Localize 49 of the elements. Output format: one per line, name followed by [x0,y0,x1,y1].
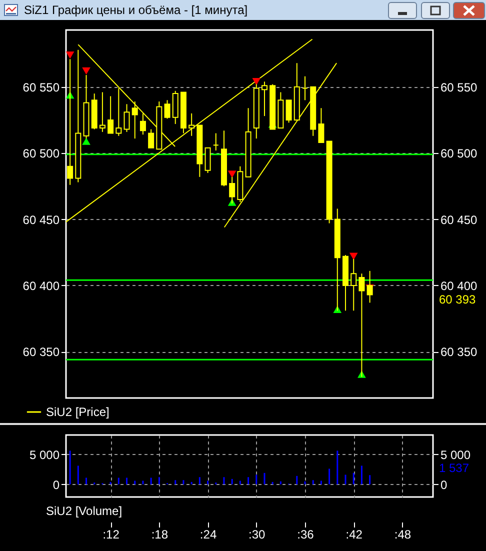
text: 60 393 [439,292,476,307]
candlestick [67,58,74,186]
x-tick-label: :48 [394,528,412,542]
y-tick-label: 60 500 [22,146,60,161]
x-tick-label: :24 [200,528,217,542]
candlestick [108,96,114,134]
candlestick [132,100,138,140]
series-label: SiU2 [Volume] [46,504,122,518]
candlestick [148,128,154,148]
point [82,138,90,145]
point [82,67,90,75]
candlestick [188,112,195,136]
y2-tick-label: 0 [440,478,448,492]
candlestick [204,147,211,174]
point [228,170,236,178]
candlestick [164,100,170,120]
x-tick-label: :42 [346,528,363,542]
candlestick [212,132,219,151]
y2-tick-label: 60 500 [440,146,478,161]
candlestick [318,108,324,144]
point [349,252,358,260]
y2-tick-label: 60 350 [440,345,478,360]
y-tick-label: 60 350 [22,345,60,360]
x-tick-label: :12 [102,528,120,542]
candlestick [302,76,308,101]
y2-tick-label: 60 550 [440,80,478,94]
chart-title: SiZ1 График цены и объёма - [1 минута] [24,3,248,17]
x-tick-label: :36 [297,528,314,542]
y-tick-label: 60 400 [22,278,60,293]
y-tick-label: 60 550 [22,80,60,94]
x-tick-label: :18 [151,528,168,542]
point [66,52,74,59]
text: 1 537 [439,461,470,476]
candlestick [286,100,292,124]
candlestick [140,112,146,136]
y-tick-label: 5 000 [29,448,60,462]
y2-tick-label: 5 000 [440,448,471,462]
legend-label: SiU2 [Price] [46,405,110,419]
y2-tick-label: 60 450 [440,212,478,227]
y-tick-label: 0 [52,478,60,492]
candlestick [261,81,268,117]
candlestick [116,88,122,136]
point [252,78,261,86]
candlestick [99,92,106,132]
x-tick-label: :30 [248,528,266,542]
y2-tick-label: 60 400 [440,278,478,293]
y-tick-label: 60 450 [22,212,60,227]
candlestick [172,90,178,124]
candlestick [124,104,130,132]
